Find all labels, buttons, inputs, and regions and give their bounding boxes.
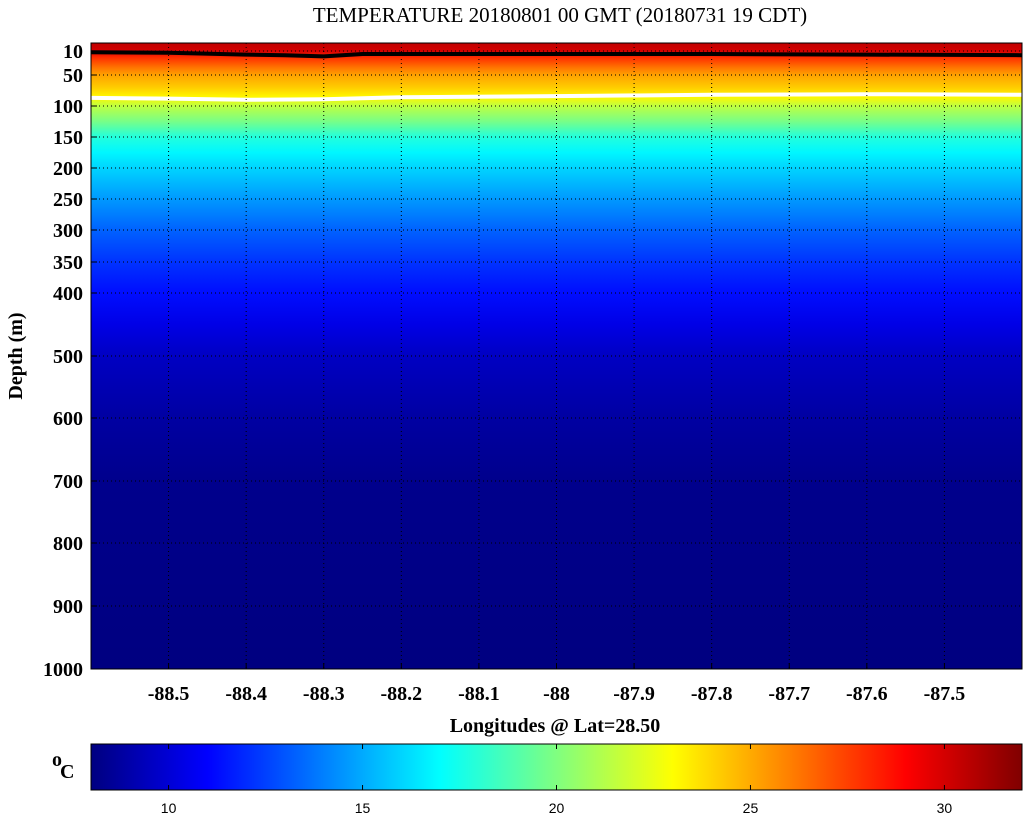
y-tick-label: 250 (53, 189, 83, 211)
x-tick-label: -87.8 (691, 683, 733, 705)
y-tick-label: 500 (53, 346, 83, 368)
y-tick-label: 300 (53, 220, 83, 242)
chart-title: TEMPERATURE 20180801 00 GMT (20180731 19… (313, 3, 807, 27)
colorbar-tick-label: 30 (937, 800, 953, 816)
colorbar-tick-label: 25 (743, 800, 759, 816)
plot-area (90, 42, 1023, 670)
y-tick-label: 150 (53, 127, 83, 149)
colorbar-ticks: 10 15 20 25 30 (161, 744, 953, 816)
x-tick-label: -87.9 (613, 683, 655, 705)
colorbar-tick-label: 20 (549, 800, 565, 816)
x-tick-label: -88.5 (148, 683, 190, 705)
colorbar: 10 15 20 25 30 o C (52, 743, 1023, 816)
y-tick-label: 900 (53, 596, 83, 618)
x-tick-label: -87.5 (924, 683, 966, 705)
x-tick-label: -88 (543, 683, 570, 705)
contour-layer (91, 50, 1022, 102)
y-tick-label: 600 (53, 408, 83, 430)
y-tick-label: 10 (63, 41, 83, 63)
colorbar-gradient (90, 743, 1023, 791)
x-tick-label: -88.2 (380, 683, 422, 705)
y-tick-label: 200 (53, 158, 83, 180)
x-tick-label: -87.6 (846, 683, 888, 705)
x-tick-label: -88.4 (225, 683, 267, 705)
x-tick-label: -87.7 (768, 683, 810, 705)
contour-line-black (91, 50, 1022, 59)
y-tick-label: 100 (53, 96, 83, 118)
y-tick-label: 800 (53, 533, 83, 555)
grid-layer (91, 43, 1022, 670)
y-axis-label: Depth (m) (5, 312, 27, 399)
colorbar-unit-label: C (60, 761, 74, 783)
x-tick-label: -88.3 (303, 683, 345, 705)
colorbar-tick-label: 15 (355, 800, 371, 816)
colorbar-tick-label: 10 (161, 800, 177, 816)
y-tick-label: 700 (53, 471, 83, 493)
colorbar-unit-superscript: o (52, 749, 62, 771)
contour-line-white (91, 92, 1022, 102)
y-tick-label: 400 (53, 283, 83, 305)
y-tick-label: 350 (53, 252, 83, 274)
y-tick-label: 50 (63, 65, 83, 87)
x-axis-label: Longitudes @ Lat=28.50 (450, 715, 661, 737)
y-tick-label: 1000 (43, 659, 83, 681)
x-tick-label: -88.1 (458, 683, 500, 705)
x-axis-ticks: -88.5 -88.4 -88.3 -88.2 -88.1 -88 -87.9 -87.8 -8… (148, 663, 966, 705)
